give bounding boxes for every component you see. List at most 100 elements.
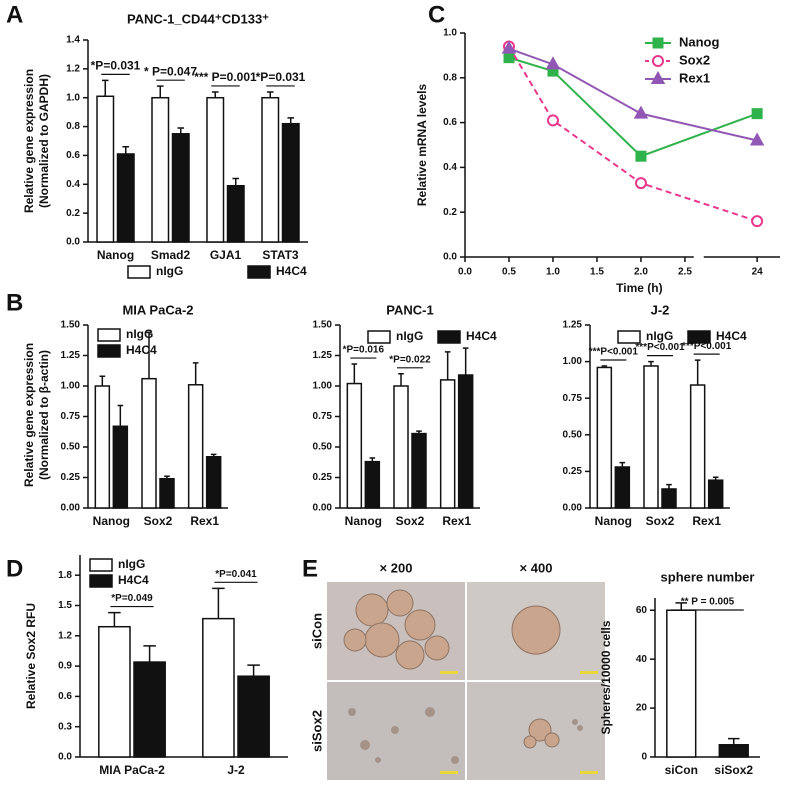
y-tick-label: 0.6 (66, 150, 80, 161)
bar (96, 95, 115, 243)
legend-swatch (247, 265, 271, 279)
error-bar (601, 365, 608, 368)
significance-label: *P=0.031 (256, 70, 306, 84)
bar (439, 379, 456, 509)
y-axis-label: (Normalized to β-actin) (37, 350, 51, 480)
y-axis-label: Relative gene expression (22, 69, 36, 213)
y-tick-label: 1.0 (66, 92, 80, 103)
y-tick-label: 1.0 (443, 28, 457, 39)
x-tick-label: STAT3 (262, 248, 299, 262)
y-tick-label: 1.50 (61, 320, 81, 331)
error-bar (266, 91, 274, 98)
legend-label: Nanog (679, 34, 720, 49)
chart-title: J-2 (651, 302, 670, 317)
x-tick-label: Nanog (93, 514, 130, 528)
significance-label: ** P = 0.005 (681, 597, 735, 608)
x-tick-label: Sox2 (396, 514, 425, 528)
error-bar (462, 347, 469, 376)
y-axis-label: Relative mRNA levels (415, 84, 429, 207)
point (503, 52, 515, 64)
bar (457, 374, 474, 509)
x-tick-label: MIA PaCa-2 (99, 763, 165, 777)
y-tick-label: 0.6 (443, 117, 457, 128)
legend-label: nIgG (646, 329, 673, 343)
chart-title: PANC-1_CD44⁺CD133⁺ (127, 11, 269, 26)
y-axis-label: Spheres/10000 cells (599, 620, 613, 734)
error-bar (177, 127, 185, 134)
bar (187, 384, 204, 509)
significance-label: *P=0.016 (343, 345, 385, 356)
bar (112, 425, 129, 509)
legend-swatch (97, 344, 121, 358)
error-bar (694, 359, 701, 386)
error-bar (398, 373, 404, 386)
x-tick-label: siCon (665, 763, 698, 777)
error-bar (212, 587, 225, 619)
legend-label: H4C4 (466, 329, 497, 343)
bar (206, 96, 225, 243)
y-tick-label: 0.8 (66, 121, 80, 132)
bar (393, 385, 409, 509)
chart-title: MIA PaCa-2 (122, 302, 193, 317)
legend-label: nIgG (396, 329, 423, 343)
y-tick-label: 0.00 (61, 503, 81, 514)
line (508, 45, 758, 223)
bar (718, 744, 749, 758)
x-tick-label: Rex1 (442, 514, 471, 528)
x-tick-label: Nanog (97, 248, 134, 262)
row-label: siCon (309, 613, 324, 649)
y-tick-label: 0.75 (563, 393, 583, 404)
y-tick-label: 1.00 (61, 381, 81, 392)
y-tick-label: 0.50 (61, 442, 81, 453)
y-tick-label: 0.9 (58, 661, 72, 672)
x-tick-label: siSox2 (714, 763, 753, 777)
bar (151, 96, 170, 243)
significance-label: *P=0.031 (91, 59, 141, 73)
legend-swatch (89, 558, 113, 572)
legend-swatch (127, 265, 151, 279)
bar (643, 365, 659, 509)
x-tick-label: Nanog (345, 514, 382, 528)
error-bar (727, 737, 740, 745)
legend-label: nIgG (118, 557, 145, 571)
point (545, 56, 561, 70)
legend-swatch (617, 330, 641, 344)
bar (666, 609, 697, 758)
line (508, 56, 758, 158)
significance-label: *** P=0.001 (194, 70, 257, 84)
y-tick-label: 1.8 (58, 570, 72, 581)
point (634, 177, 647, 190)
significance-label: * P=0.047 (144, 64, 197, 78)
y-tick-label: 0.8 (443, 72, 457, 83)
y-tick-label: 1.00 (563, 356, 583, 367)
legend-swatch (89, 574, 113, 588)
significance-label: ***P<0.001 (682, 341, 732, 352)
y-tick-label: 0.0 (66, 237, 80, 248)
y-tick-label: 0.4 (66, 179, 80, 190)
y-tick-label: 0.3 (58, 721, 72, 732)
y-tick-label: 1.25 (61, 350, 81, 361)
significance-label: *P=0.049 (111, 593, 153, 604)
error-bar (146, 331, 152, 379)
error-bar (99, 375, 106, 386)
x-tick-label: Sox2 (144, 514, 173, 528)
error-bar (210, 453, 217, 457)
point (751, 108, 763, 120)
y-tick-label: 1.5 (58, 600, 72, 611)
bar (98, 625, 131, 758)
y-tick-label: 0.50 (563, 429, 583, 440)
error-bar (108, 611, 121, 627)
point (635, 150, 647, 162)
bar (205, 456, 222, 509)
y-tick-label: 0.0 (58, 752, 72, 763)
y-tick-label: 0.75 (61, 411, 81, 422)
y-tick-label: 40 (636, 654, 648, 665)
bar (116, 153, 135, 243)
legend-marker (652, 55, 664, 67)
legend-swatch (687, 330, 711, 344)
y-axis-label: (Normalized to GAPDH) (37, 74, 51, 208)
y-axis-label: Relative gene expression (22, 343, 36, 487)
error-bar (101, 79, 109, 97)
error-bar (287, 117, 295, 124)
